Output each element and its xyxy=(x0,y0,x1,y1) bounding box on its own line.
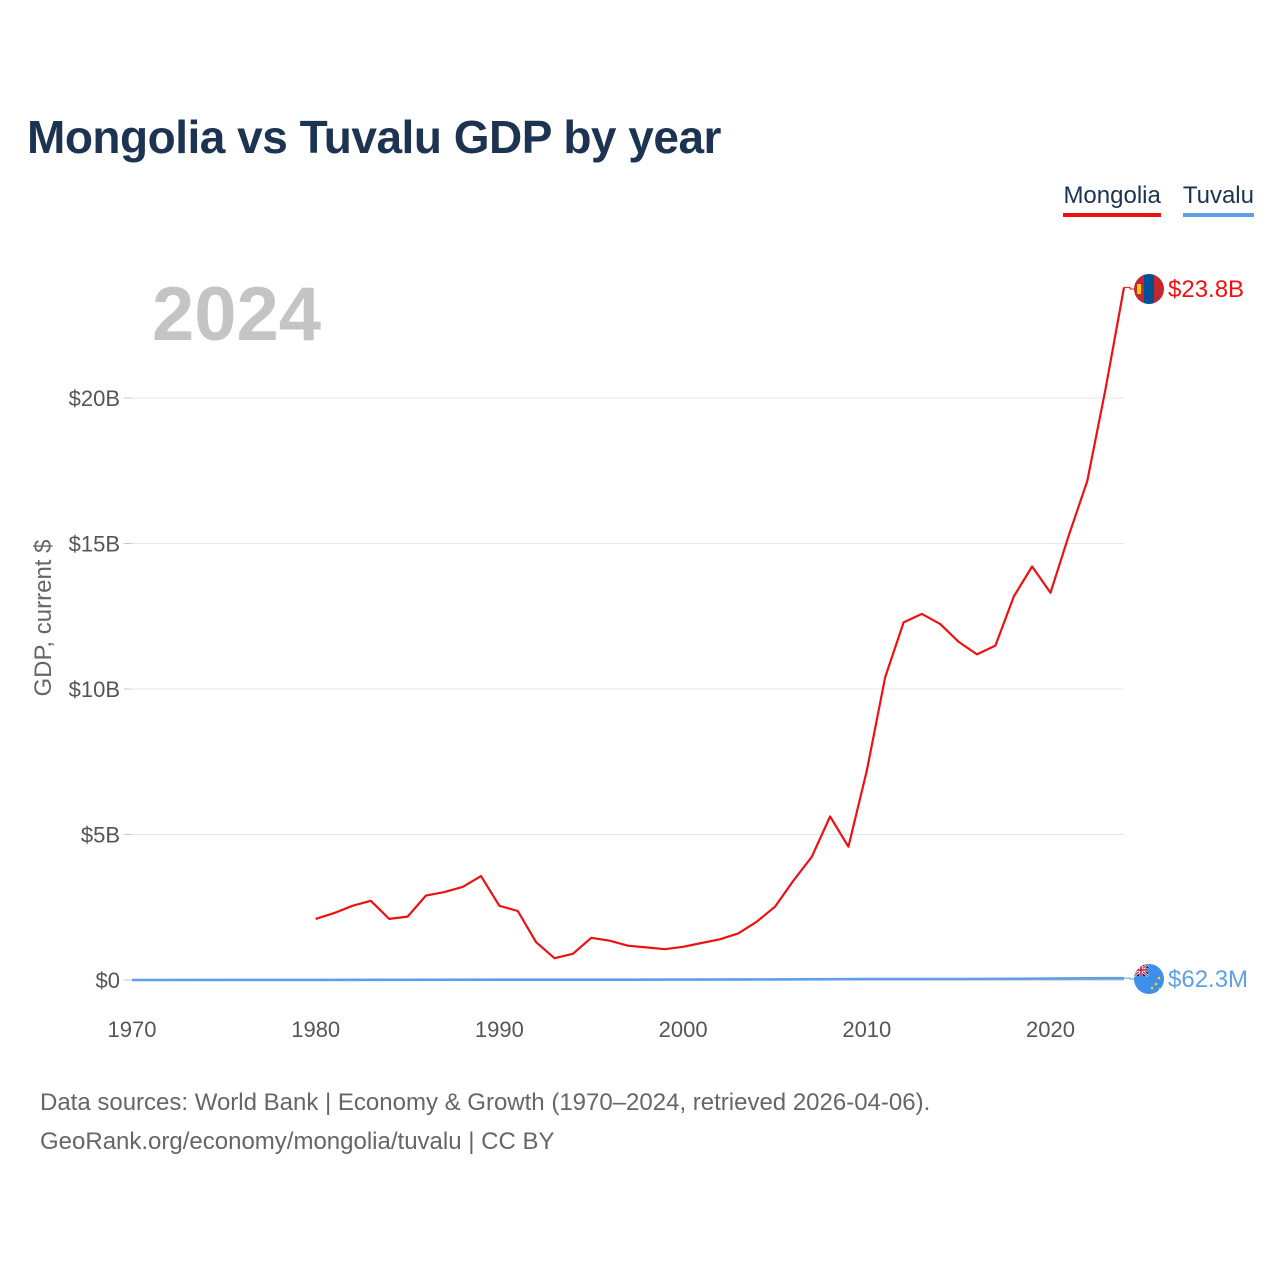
tuvalu-flag-icon xyxy=(1134,964,1164,994)
y-tick-label: $5B xyxy=(81,823,120,848)
series-line-mongolia xyxy=(315,287,1126,960)
x-tick-label: 1980 xyxy=(291,1017,340,1042)
end-labels: $23.8B $62.3M xyxy=(1168,276,1248,993)
y-axis-ticks: $0 $5B $10B $15B $20B xyxy=(69,386,120,993)
series-lines xyxy=(131,286,1134,982)
y-tick-label: $15B xyxy=(69,532,120,557)
y-tick-label: $10B xyxy=(69,677,120,702)
x-tick-label: 2000 xyxy=(659,1017,708,1042)
x-tick-label: 1990 xyxy=(475,1017,524,1042)
source-note: Data sources: World Bank | Economy & Gro… xyxy=(40,1083,930,1161)
x-tick-label: 1970 xyxy=(108,1017,157,1042)
chart-title: Mongolia vs Tuvalu GDP by year xyxy=(27,111,721,163)
mongolia-flag-icon xyxy=(1134,274,1164,304)
source-line-2[interactable]: GeoRank.org/economy/mongolia/tuvalu | CC… xyxy=(40,1128,555,1155)
end-label-tuvalu: $62.3M xyxy=(1168,966,1248,993)
y-tick-label: $20B xyxy=(69,386,120,411)
series-line-tuvalu xyxy=(131,976,1124,982)
end-label-mongolia: $23.8B xyxy=(1168,276,1244,303)
x-axis-ticks: 1970 1980 1990 2000 2010 2020 xyxy=(108,1017,1075,1042)
legend: Mongolia Tuvalu xyxy=(1063,182,1254,217)
y-tick-label: $0 xyxy=(96,968,120,993)
connector-tuvalu xyxy=(1124,977,1134,980)
legend-item-tuvalu[interactable]: Tuvalu xyxy=(1182,182,1254,217)
x-tick-label: 2020 xyxy=(1026,1017,1075,1042)
connector-mongolia xyxy=(1124,286,1134,290)
x-tick-label: 2010 xyxy=(842,1017,891,1042)
source-line-1: Data sources: World Bank | Economy & Gro… xyxy=(40,1089,931,1116)
gridlines xyxy=(124,397,1124,981)
legend-item-mongolia[interactable]: Mongolia xyxy=(1063,182,1161,217)
year-watermark: 2024 xyxy=(152,272,321,357)
